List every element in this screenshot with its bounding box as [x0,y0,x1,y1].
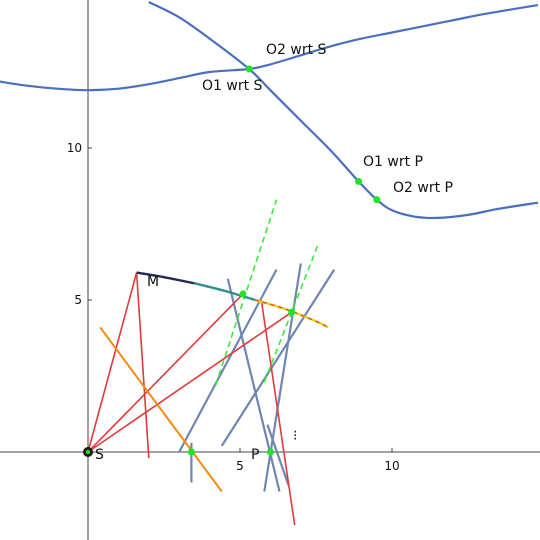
green-point [187,448,195,456]
small-mark: ⁝ [293,428,297,444]
red-line [87,311,293,453]
green-point [245,65,253,73]
label-o2-wrt-s: O2 wrt S [266,42,327,58]
green-point [355,177,363,185]
red-line [87,272,138,453]
green-point [239,290,247,298]
label-o1-wrt-p: O1 wrt P [363,154,423,170]
label-o2-wrt-p: O2 wrt P [393,180,453,196]
label-o1-wrt-s: O1 wrt S [202,78,263,94]
x-tick-label: 10 [384,459,399,473]
y-tick-label: 5 [74,293,82,307]
arc-segment-dashed-overlay [255,299,329,328]
points-layer [83,65,381,457]
green-point [288,308,296,316]
orange-line [99,326,223,493]
lower-curve [148,1,539,220]
steel-line [178,269,278,453]
steel-line [220,269,336,447]
red-line [260,299,296,526]
steel-line [266,424,290,486]
point-s-center [85,449,91,455]
steel-line [263,263,302,492]
construction-lines-layer [87,199,336,526]
red-line [87,293,244,453]
red-line [135,272,150,459]
label-point-m: M [147,274,159,290]
green-point [266,448,274,456]
green-dashed-line [214,199,278,386]
upper-curve [0,4,539,92]
y-tick-label: 10 [67,141,82,155]
arc-segment-teal [194,282,256,302]
labels-layer: O2 wrt S O1 wrt S O1 wrt P O2 wrt P M S … [95,42,453,463]
label-point-p: P [251,447,259,463]
x-tick-label: 5 [236,459,244,473]
arc-segment-dark [136,271,195,285]
green-point [373,196,381,204]
label-point-s: S [95,447,104,463]
